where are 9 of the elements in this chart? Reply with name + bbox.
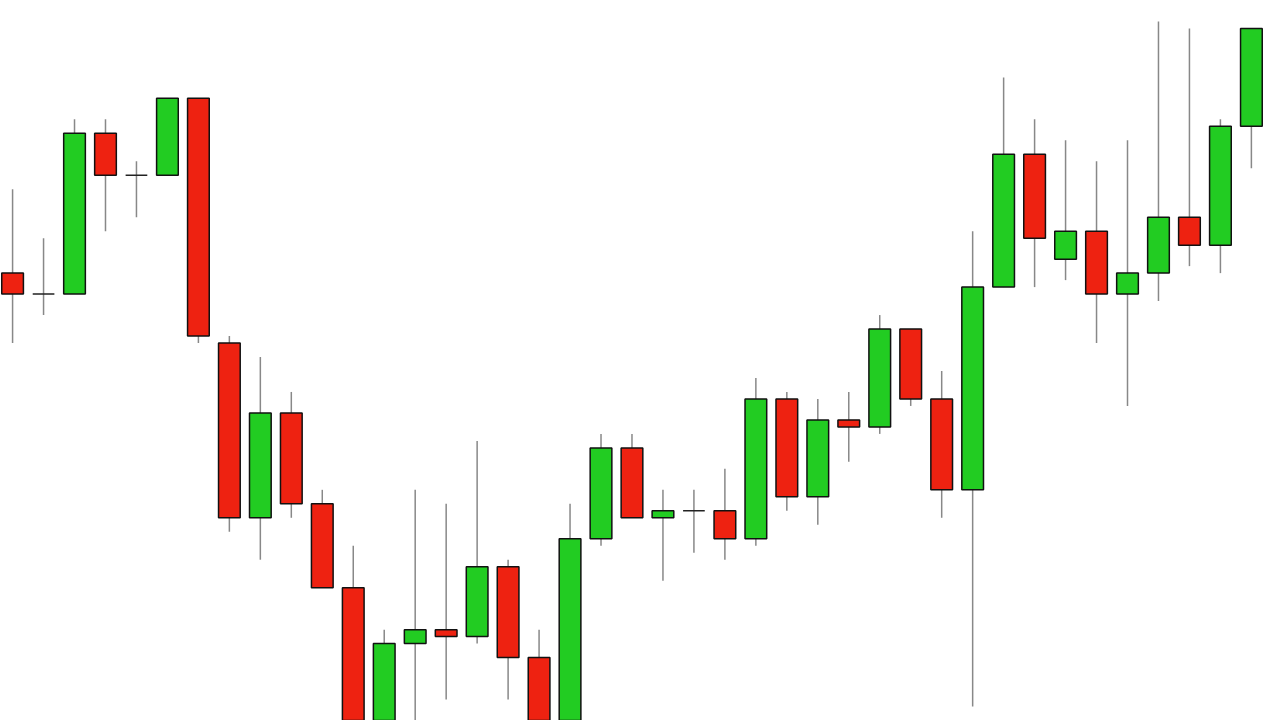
candlestick [837, 391, 861, 463]
candlestick [1115, 139, 1140, 407]
candlestick [651, 489, 675, 582]
candlestick [31, 237, 56, 316]
candlestick [682, 489, 706, 554]
candlestick [403, 489, 427, 720]
candlestick [124, 160, 149, 218]
candlestick [0, 188, 25, 344]
candlestick [434, 503, 458, 701]
